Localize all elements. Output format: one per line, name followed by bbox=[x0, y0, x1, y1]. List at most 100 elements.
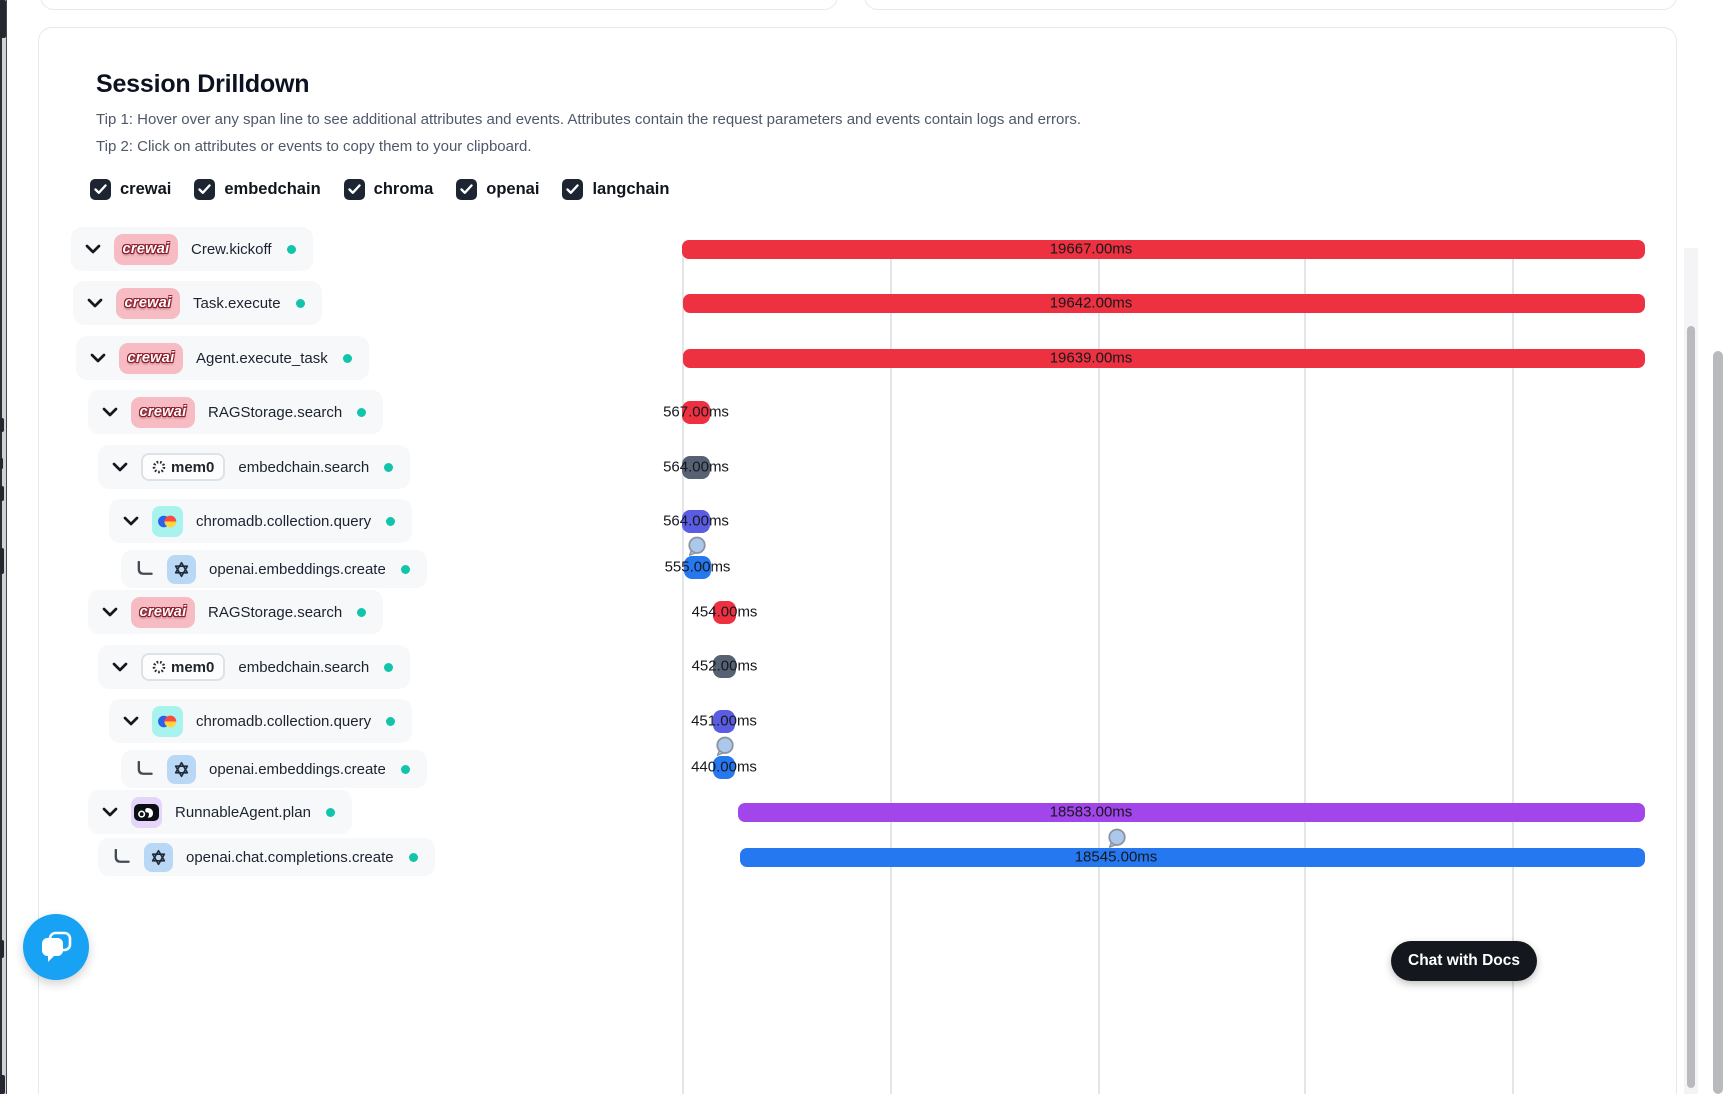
span-row-Agent.execute_task[interactable]: crewai Agent.execute_task bbox=[76, 336, 369, 380]
chat-with-docs-button[interactable]: Chat with Docs bbox=[1391, 941, 1537, 981]
chevron-down-icon[interactable] bbox=[102, 407, 118, 417]
chroma-logo bbox=[152, 505, 183, 537]
openai-knot-icon bbox=[174, 561, 189, 577]
crewai-logo: crewai bbox=[131, 596, 195, 628]
status-dot bbox=[357, 407, 367, 417]
chevron-down-icon[interactable] bbox=[87, 298, 103, 308]
filter-checkbox-langchain[interactable]: langchain bbox=[562, 179, 669, 200]
chat-widget-button[interactable] bbox=[23, 914, 89, 980]
span-duration-bar[interactable] bbox=[682, 509, 710, 533]
span-duration-bar[interactable] bbox=[713, 709, 735, 733]
crewai-logo-text: crewai bbox=[124, 295, 172, 311]
span-name-label: RAGStorage.search bbox=[208, 603, 343, 621]
status-dot bbox=[357, 607, 367, 617]
span-row-chromadb.collection.query[interactable]: chromadb.collection.query bbox=[109, 499, 413, 543]
chevron-down-icon[interactable] bbox=[123, 716, 139, 726]
status-dot bbox=[386, 716, 396, 726]
chevron-down-icon[interactable] bbox=[102, 807, 118, 817]
span-name-label: RunnableAgent.plan bbox=[175, 803, 311, 821]
chevron-down-icon[interactable] bbox=[90, 353, 106, 363]
span-row-RAGStorage.search[interactable]: crewai RAGStorage.search bbox=[88, 390, 384, 434]
checkmark-icon bbox=[198, 184, 212, 194]
top-card-right bbox=[864, 0, 1677, 10]
checkmark-icon bbox=[94, 184, 107, 194]
filter-checkbox-embedchain[interactable]: embedchain bbox=[194, 179, 321, 200]
filter-label: crewai bbox=[120, 180, 172, 198]
span-duration-bar[interactable] bbox=[713, 654, 736, 678]
span-duration-bar[interactable] bbox=[738, 802, 1645, 822]
checkmark-icon bbox=[460, 184, 473, 194]
span-duration-bar[interactable] bbox=[682, 400, 710, 424]
span-duration-bar[interactable] bbox=[683, 293, 1645, 313]
status-dot bbox=[384, 462, 394, 472]
clipped-text-fragment bbox=[0, 548, 4, 574]
filter-checkbox-crewai[interactable]: crewai bbox=[90, 179, 171, 200]
span-duration-bar[interactable] bbox=[740, 847, 1645, 867]
span-row-openai.embeddings.create[interactable]: openai.embeddings.create bbox=[121, 550, 427, 588]
span-duration-bar[interactable] bbox=[682, 239, 1645, 259]
timeline-gridline bbox=[1098, 248, 1100, 1094]
span-event-bubble[interactable] bbox=[685, 535, 708, 563]
status-dot bbox=[400, 764, 410, 774]
status-dot bbox=[286, 244, 296, 254]
checkbox-embedchain[interactable] bbox=[194, 179, 216, 200]
checkbox-langchain[interactable] bbox=[562, 179, 584, 200]
span-row-embedchain.search[interactable]: mem0 embedchain.search bbox=[98, 445, 411, 489]
filter-checkbox-chroma[interactable]: chroma bbox=[343, 179, 434, 200]
chevron-down-icon[interactable] bbox=[112, 462, 128, 472]
span-row-openai.chat.completions.create[interactable]: openai.chat.completions.create bbox=[98, 838, 435, 876]
session-drilldown-card: Session Drilldown Tip 1: Hover over any … bbox=[38, 27, 1698, 1094]
checkbox-openai[interactable] bbox=[456, 179, 478, 200]
span-duration-bar[interactable] bbox=[713, 755, 735, 779]
chart-scrollbar-thumb[interactable] bbox=[1687, 326, 1695, 1088]
span-event-bubble[interactable] bbox=[1105, 827, 1128, 855]
checkbox-crewai[interactable] bbox=[90, 179, 111, 200]
crewai-logo-text: crewai bbox=[139, 404, 187, 420]
page-scrollbar-thumb[interactable] bbox=[1713, 351, 1723, 1094]
mem0-logo: mem0 bbox=[141, 453, 226, 481]
span-row-RunnableAgent.plan[interactable]: RunnableAgent.plan bbox=[88, 790, 352, 834]
span-name-label: chromadb.collection.query bbox=[196, 512, 372, 530]
crewai-logo-text: crewai bbox=[122, 241, 170, 257]
chevron-down-icon[interactable] bbox=[112, 662, 128, 672]
crewai-logo: crewai bbox=[114, 233, 178, 265]
span-duration-bar[interactable] bbox=[713, 600, 736, 624]
chevron-down-icon[interactable] bbox=[123, 516, 139, 526]
mem0-knot-icon bbox=[152, 660, 166, 674]
filter-label: langchain bbox=[592, 180, 670, 198]
span-duration-bar[interactable] bbox=[682, 455, 710, 479]
langchain-parrot-icon bbox=[134, 803, 159, 821]
filter-label: chroma bbox=[373, 180, 434, 198]
span-duration-text: 454.00ms bbox=[691, 603, 758, 621]
span-row-Task.execute[interactable]: crewai Task.execute bbox=[73, 281, 322, 325]
top-card-left bbox=[40, 0, 838, 10]
chroma-logo bbox=[152, 705, 183, 737]
span-row-chromadb.collection.query[interactable]: chromadb.collection.query bbox=[109, 699, 413, 743]
chevron-down-icon[interactable] bbox=[102, 607, 118, 617]
span-row-Crew.kickoff[interactable]: crewai Crew.kickoff bbox=[71, 227, 313, 271]
crewai-logo-text: crewai bbox=[127, 350, 175, 366]
filter-checkbox-openai[interactable]: openai bbox=[456, 179, 539, 200]
span-row-openai.embeddings.create[interactable]: openai.embeddings.create bbox=[121, 750, 427, 788]
crewai-logo-text: crewai bbox=[139, 604, 187, 620]
span-name-label: Task.execute bbox=[193, 294, 281, 312]
mem0-logo: mem0 bbox=[141, 653, 226, 681]
langchain-logo bbox=[131, 796, 162, 828]
span-duration-bar[interactable] bbox=[683, 348, 1645, 368]
event-bubble-icon[interactable] bbox=[685, 535, 708, 558]
tip-1-text: Tip 1: Hover over any span line to see a… bbox=[96, 111, 1082, 128]
chevron-down-icon[interactable] bbox=[85, 244, 101, 254]
span-duration-text: 564.00ms bbox=[663, 512, 729, 530]
span-duration-bar[interactable] bbox=[684, 555, 711, 579]
clipped-text-fragment bbox=[0, 940, 4, 958]
event-bubble-icon[interactable] bbox=[713, 735, 736, 758]
span-name-label: openai.embeddings.create bbox=[209, 760, 386, 778]
openai-knot-icon bbox=[151, 849, 166, 865]
span-row-embedchain.search[interactable]: mem0 embedchain.search bbox=[98, 645, 411, 689]
span-event-bubble[interactable] bbox=[713, 735, 736, 763]
checkbox-chroma[interactable] bbox=[343, 179, 365, 200]
status-dot bbox=[295, 298, 305, 308]
span-row-RAGStorage.search[interactable]: crewai RAGStorage.search bbox=[88, 590, 384, 634]
event-bubble-icon[interactable] bbox=[1105, 827, 1128, 850]
